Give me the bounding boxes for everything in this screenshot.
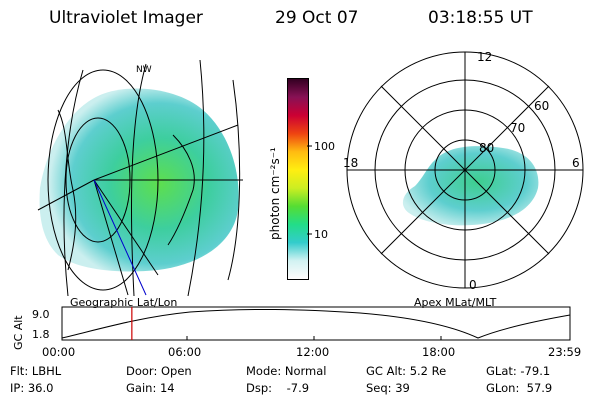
mlt-label-0: 0 — [469, 278, 477, 292]
colorbar-gradient — [288, 79, 308, 279]
xtick-0600: 06:00 — [168, 345, 202, 359]
date-label: 29 Oct 07 — [275, 8, 359, 28]
glon-info: GLon: 57.9 — [486, 381, 553, 395]
mlt-label-6: 6 — [572, 156, 580, 170]
geographic-caption: Geographic Lat/Lon — [70, 296, 178, 309]
instrument-title: Ultraviolet Imager — [49, 8, 203, 28]
polar-plot: 12 6 0 18 80 70 60 — [343, 50, 584, 292]
filter-info: Flt: LBHL — [10, 364, 62, 378]
gc-alt-info: GC Alt: 5.2 Re — [366, 364, 447, 378]
time-label: 03:18:55 UT — [428, 8, 533, 28]
seq-info: Seq: 39 — [366, 381, 410, 395]
map-label: NW — [136, 65, 152, 75]
mlat-label-70: 70 — [510, 121, 525, 135]
mlt-label-18: 18 — [343, 156, 358, 170]
colorbar-tick-10: 10 — [314, 228, 328, 241]
xtick-0000: 00:00 — [42, 345, 76, 359]
altitude-frame — [61, 306, 571, 341]
dsp-info: Dsp: -7.9 — [246, 381, 310, 395]
mlt-label-12: 12 — [477, 50, 492, 64]
colorbar — [287, 78, 309, 280]
xtick-2359: 23:59 — [548, 345, 582, 359]
mlat-label-60: 60 — [534, 99, 549, 113]
colorbar-unit-text: photon cm⁻²s⁻¹ — [268, 147, 282, 240]
colorbar-ticks: 100 10 — [307, 140, 335, 241]
glat-info: GLat: -79.1 — [486, 364, 551, 378]
altitude-chart: GC Alt 9.0 1.8 — [12, 306, 571, 350]
gain-info: Gain: 14 — [126, 381, 175, 395]
xtick-1200: 12:00 — [296, 345, 330, 359]
altitude-curve — [61, 308, 571, 339]
xtick-1800: 18:00 — [422, 345, 456, 359]
geographic-map: NW — [37, 59, 243, 296]
mlat-label-80: 80 — [479, 141, 494, 155]
mode-info: Mode: Normal — [246, 364, 327, 378]
altitude-ylabel: GC Alt — [12, 315, 25, 350]
door-info: Door: Open — [126, 364, 192, 378]
altitude-ytick-high: 9.0 — [32, 308, 50, 321]
apex-caption: Apex MLat/MLT — [414, 296, 497, 309]
colorbar-unit-label: photon cm⁻²s⁻¹ — [268, 147, 282, 240]
altitude-ytick-low: 1.8 — [32, 328, 50, 341]
colorbar-tick-100: 100 — [314, 140, 335, 153]
ip-info: IP: 36.0 — [10, 381, 54, 395]
